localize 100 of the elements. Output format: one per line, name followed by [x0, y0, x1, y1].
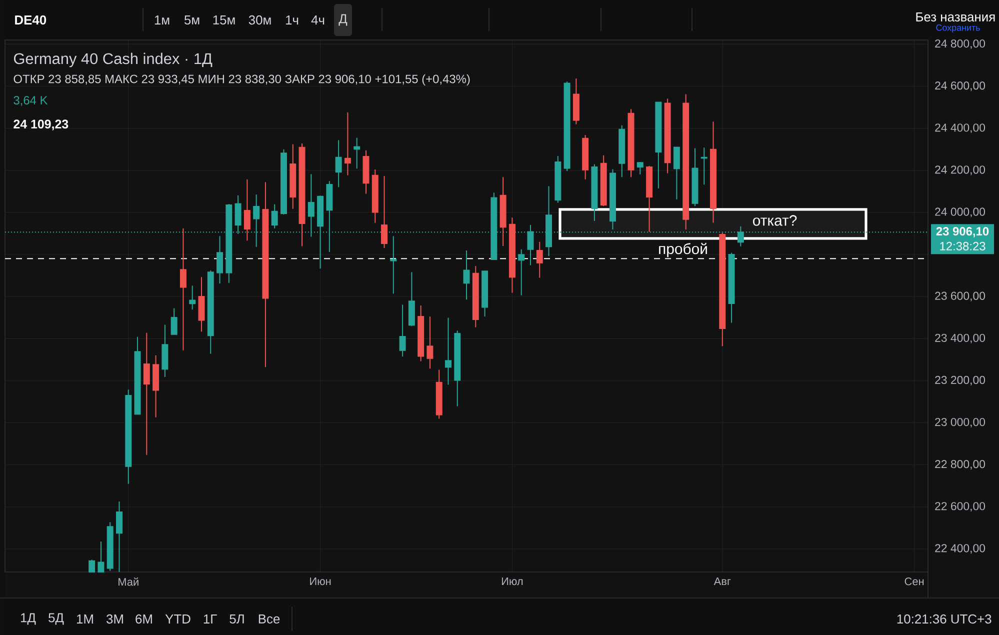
text: YTD: [165, 614, 190, 624]
candlestick: [399, 304, 406, 357]
text: 15м: [213, 15, 235, 25]
y-tick-label: 23 600,00: [935, 292, 986, 302]
candlestick: [290, 144, 296, 210]
y-tick-label: 24 000,00: [935, 208, 986, 218]
candlestick: [244, 178, 250, 242]
candlestick: [198, 276, 205, 332]
text: 5Д: [48, 613, 64, 625]
annotation: пробой: [659, 242, 707, 258]
candlestick: [564, 81, 570, 172]
candlestick: [335, 140, 342, 188]
text: Без названия: [916, 12, 995, 22]
candlestick: [436, 369, 442, 420]
candlestick: [262, 182, 269, 368]
text: 5Л: [230, 614, 244, 624]
candlestick: [582, 134, 589, 180]
x-tick-label: Авг: [714, 578, 731, 586]
candlestick: [636, 161, 644, 175]
candlestick: [554, 156, 562, 204]
candlestick: [418, 305, 424, 362]
candlestick: [646, 165, 653, 232]
candlestick: [609, 168, 616, 230]
candlestick: [280, 148, 287, 216]
y-tick-label: 23 000,00: [935, 418, 986, 428]
text: 1м: [154, 16, 170, 24]
text: Все: [258, 614, 280, 624]
text: 10:21:36 UTC+3: [897, 614, 992, 624]
text: 30м: [248, 15, 271, 25]
candlestick: [354, 137, 360, 170]
y-tick-label: 24 600,00: [935, 82, 986, 91]
candlestick: [628, 108, 634, 178]
candlestick: [472, 266, 479, 328]
candlestick: [572, 78, 580, 125]
candlestick: [719, 232, 726, 347]
y-tick-label: 22 800,00: [935, 460, 986, 470]
candlestick: [692, 148, 698, 207]
candlestick: [125, 389, 132, 484]
candlestick: [88, 559, 96, 572]
candlestick: [664, 98, 671, 174]
candlestick: [482, 270, 488, 317]
candlestick: [143, 332, 150, 456]
text: 6М: [136, 614, 152, 624]
x-tick-label: Июл: [502, 578, 523, 586]
y-tick-label: 22 400,00: [935, 544, 986, 554]
candlestick: [518, 248, 525, 296]
text: 3М: [106, 614, 123, 624]
candlestick: [207, 270, 214, 354]
annotation: 3,64 K: [14, 96, 48, 106]
text: Д: [338, 14, 348, 26]
candlestick: [508, 217, 516, 294]
candlestick: [390, 236, 397, 294]
text: 1Г: [204, 614, 217, 624]
text: 1ч: [286, 16, 298, 24]
candlestick: [381, 176, 388, 248]
y-tick-label: 24 800,00: [935, 39, 986, 49]
candlestick: [463, 250, 470, 300]
text: Germany 40 Cash index · 1Д: [14, 52, 212, 68]
text: 4ч: [311, 16, 324, 24]
text: 1Д: [21, 613, 36, 625]
candlestick: [591, 164, 598, 222]
x-tick-label: Июн: [310, 578, 331, 586]
x-tick-label: Сен: [904, 578, 924, 586]
y-tick-label: 23 400,00: [935, 334, 986, 344]
candlestick: [682, 94, 690, 230]
y-tick-label: 23 200,00: [935, 376, 986, 386]
candlestick: [500, 176, 506, 247]
candlestick: [372, 169, 378, 224]
candlestick: [180, 228, 186, 351]
band-label: откат?: [753, 215, 797, 226]
candlestick: [408, 272, 415, 327]
candlestick: [298, 142, 306, 247]
candlestick: [536, 241, 543, 278]
candlestick: [362, 150, 370, 194]
candlestick: [600, 154, 607, 207]
candlestick: [189, 285, 196, 310]
ref-line-label: 23 906,10: [936, 227, 989, 238]
y-tick-label: 24 400,00: [935, 124, 986, 134]
candlestick: [162, 324, 168, 378]
candlestick: [106, 522, 114, 572]
candlestick: [344, 112, 351, 176]
candlestick: [728, 252, 735, 324]
candlestick: [426, 316, 434, 370]
candlestick: [216, 236, 224, 284]
y-tick-label: 24 200,00: [935, 166, 986, 176]
text: 1М: [76, 614, 93, 624]
annotation: 24 109,23: [14, 120, 68, 130]
candlestick: [655, 102, 662, 189]
candlestick: [673, 146, 680, 200]
candlestick: [98, 540, 104, 572]
x-tick-label: Май: [118, 578, 138, 586]
candlestick: [152, 354, 160, 418]
candlestick: [170, 308, 178, 336]
text: ОТКР 23 858,85 МАКС 23 933,45 МИН 23 838,30 ЗАКР 23 906,10 +101,55 (+0,43%): [14, 74, 470, 86]
candlestick: [444, 317, 452, 386]
text: 5м: [184, 15, 200, 25]
candlestick: [710, 121, 716, 224]
candlestick: [317, 195, 324, 270]
candlestick: [326, 180, 333, 252]
text: Сохранить: [936, 24, 980, 33]
